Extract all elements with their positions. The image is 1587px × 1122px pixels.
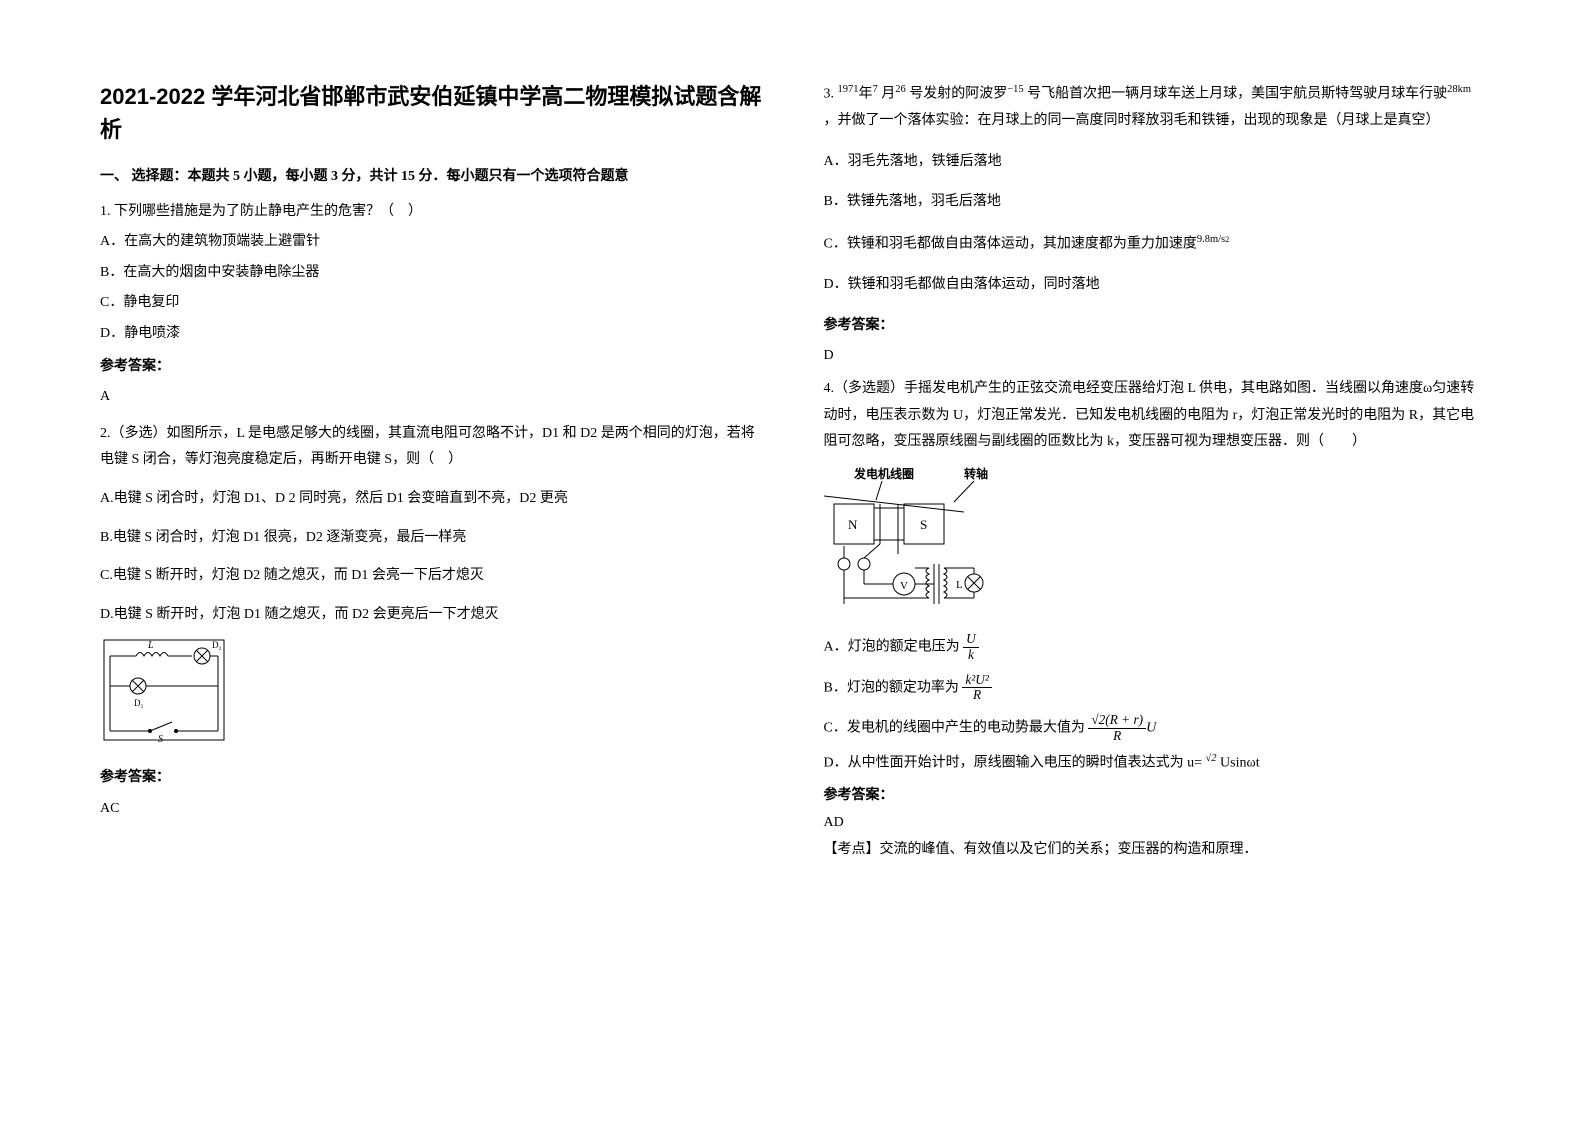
circuit-label-s: S bbox=[158, 734, 163, 745]
diagram-label-n: N bbox=[848, 517, 858, 532]
q3-option-b: B．铁锤先落地，羽毛后落地 bbox=[824, 189, 1488, 216]
q3-p2: 年 bbox=[859, 87, 873, 102]
question-3: 3. 1971年7 月26 号发射的阿波罗−15 号飞船首次把一辆月球车送上月球… bbox=[824, 80, 1488, 370]
q4-d-pre: D．从中性面开始计时，原线圈输入电压的瞬时值表达式为 u= bbox=[824, 756, 1206, 771]
q4-b-fraction: k²U² R bbox=[962, 673, 991, 703]
circuit-label-d2: D₂ bbox=[212, 640, 222, 650]
q1-stem: 1. 下列哪些措施是为了防止静电产生的危害？（ ） bbox=[100, 199, 764, 226]
q3-p5: 号飞船首次把一辆月球车送上月球，美国宇航员斯特驾驶月球车行驶 bbox=[1024, 87, 1448, 102]
q1-option-d: D．静电喷漆 bbox=[100, 321, 764, 348]
q2-option-b: B.电键 S 闭合时，灯泡 D1 很亮，D2 逐渐变亮，最后一样亮 bbox=[100, 525, 764, 552]
diagram-label-v: V bbox=[900, 580, 908, 592]
q3-p4: 号发射的阿波罗 bbox=[906, 87, 1008, 102]
q2-stem: 2.（多选）如图所示，L 是电感足够大的线圈，其直流电阻可忽略不计，D1 和 D… bbox=[100, 421, 764, 474]
q4-stem: 4.（多选题）手摇发电机产生的正弦交流电经变压器给灯泡 L 供电，其电路如图．当… bbox=[824, 376, 1488, 456]
q4-b-top: k²U² bbox=[962, 673, 991, 689]
q4-a-fraction: U k bbox=[963, 632, 979, 662]
q3-year: 1971 bbox=[838, 84, 859, 95]
q3-km: 28km bbox=[1447, 84, 1471, 95]
q2-option-a: A.电键 S 闭合时，灯泡 D1、D 2 同时亮，然后 D1 会变暗直到不亮，D… bbox=[100, 486, 764, 513]
q2-option-d: D.电键 S 断开时，灯泡 D1 随之熄灭，而 D2 会更亮后一下才熄灭 bbox=[100, 602, 764, 629]
q4-answer: AD bbox=[824, 810, 1488, 837]
exam-title: 2021-2022 学年河北省邯郸市武安伯延镇中学高二物理模拟试题含解析 bbox=[100, 80, 764, 146]
question-4: 4.（多选题）手摇发电机产生的正弦交流电经变压器给灯泡 L 供电，其电路如图．当… bbox=[824, 376, 1488, 863]
exam-page: 2021-2022 学年河北省邯郸市武安伯延镇中学高二物理模拟试题含解析 一、 … bbox=[0, 0, 1587, 1122]
q3-stem: 3. 1971年7 月26 号发射的阿波罗−15 号飞船首次把一辆月球车送上月球… bbox=[824, 80, 1488, 135]
q3-num: −15 bbox=[1007, 84, 1023, 95]
diagram-label-axis: 转轴 bbox=[964, 466, 988, 481]
q4-d-suf: Usinωt bbox=[1217, 756, 1260, 771]
q4-d-sqrt: √2 bbox=[1206, 753, 1217, 764]
circuit-label-d1: D₁ bbox=[134, 698, 144, 708]
q4-option-d: D．从中性面开始计时，原线圈输入电压的瞬时值表达式为 u= √2 Usinωt bbox=[824, 749, 1488, 777]
q4-explain: 【考点】交流的峰值、有效值以及它们的关系；变压器的构造和原理． bbox=[824, 837, 1488, 864]
q3-c-pre: C．铁锤和羽毛都做自由落体运动，其加速度都为重力加速度 bbox=[824, 237, 1197, 252]
q1-option-c: C．静电复印 bbox=[100, 290, 764, 317]
q2-circuit-diagram: L D₂ D₁ bbox=[100, 636, 764, 757]
q3-p3: 月 bbox=[878, 87, 896, 102]
q3-p6: ，并做了一个落体实验：在月球上的同一高度同时释放羽毛和铁锤，出现的现象是（月球上… bbox=[824, 113, 1440, 128]
q4-answer-label: 参考答案： bbox=[824, 783, 1488, 810]
q4-a-bot: k bbox=[963, 648, 979, 663]
q2-answer-label: 参考答案： bbox=[100, 765, 764, 792]
q4-b-pre: B．灯泡的额定功率为 bbox=[824, 680, 963, 695]
q3-c-exp: 2 bbox=[1225, 235, 1229, 244]
q4-option-a: A．灯泡的额定电压为 U k bbox=[824, 632, 1488, 662]
q1-answer: A bbox=[100, 384, 764, 411]
left-column: 2021-2022 学年河北省邯郸市武安伯延镇中学高二物理模拟试题含解析 一、 … bbox=[100, 80, 794, 1082]
q4-b-bot: R bbox=[962, 688, 991, 703]
q4-c-suf: U bbox=[1146, 720, 1156, 735]
q4-generator-diagram: 发电机线圈 转轴 N S bbox=[824, 464, 1488, 625]
q3-c-val: 9.8m/s bbox=[1197, 234, 1225, 245]
q1-option-b: B．在高大的烟囱中安装静电除尘器 bbox=[100, 260, 764, 287]
question-2: 2.（多选）如图所示，L 是电感足够大的线圈，其直流电阻可忽略不计，D1 和 D… bbox=[100, 421, 764, 822]
diagram-label-lamp: L bbox=[956, 579, 963, 591]
q3-day: 26 bbox=[895, 84, 906, 95]
q4-c-pre: C．发电机的线圈中产生的电动势最大值为 bbox=[824, 720, 1089, 735]
section-header: 一、 选择题：本题共 5 小题，每小题 3 分，共计 15 分．每小题只有一个选… bbox=[100, 164, 764, 191]
question-1: 1. 下列哪些措施是为了防止静电产生的危害？（ ） A．在高大的建筑物顶端装上避… bbox=[100, 199, 764, 411]
q4-c-top: √2(R + r) bbox=[1088, 713, 1146, 729]
q3-p1: 3. bbox=[824, 87, 838, 102]
right-column: 3. 1971年7 月26 号发射的阿波罗−15 号飞船首次把一辆月球车送上月球… bbox=[794, 80, 1488, 1082]
q2-answer: AC bbox=[100, 796, 764, 823]
q3-option-a: A．羽毛先落地，铁锤后落地 bbox=[824, 149, 1488, 176]
q4-option-b: B．灯泡的额定功率为 k²U² R bbox=[824, 673, 1488, 703]
q3-answer: D bbox=[824, 343, 1488, 370]
q4-a-pre: A．灯泡的额定电压为 bbox=[824, 640, 964, 655]
diagram-label-s: S bbox=[920, 517, 927, 532]
q3-option-d: D．铁锤和羽毛都做自由落体运动，同时落地 bbox=[824, 272, 1488, 299]
q1-answer-label: 参考答案： bbox=[100, 354, 764, 381]
q3-option-c: C．铁锤和羽毛都做自由落体运动，其加速度都为重力加速度9.8m/s2 bbox=[824, 230, 1488, 258]
q2-option-c: C.电键 S 断开时，灯泡 D2 随之熄灭，而 D1 会亮一下后才熄灭 bbox=[100, 563, 764, 590]
q4-option-c: C．发电机的线圈中产生的电动势最大值为 √2(R + r) R U bbox=[824, 713, 1488, 743]
q4-c-fraction: √2(R + r) R bbox=[1088, 713, 1146, 743]
q1-option-a: A．在高大的建筑物顶端装上避雷针 bbox=[100, 229, 764, 256]
diagram-label-coil: 发电机线圈 bbox=[853, 466, 914, 481]
q4-a-top: U bbox=[963, 632, 979, 648]
q3-answer-label: 参考答案： bbox=[824, 313, 1488, 340]
circuit-label-l: L bbox=[147, 640, 154, 651]
q4-c-bot: R bbox=[1088, 729, 1146, 744]
